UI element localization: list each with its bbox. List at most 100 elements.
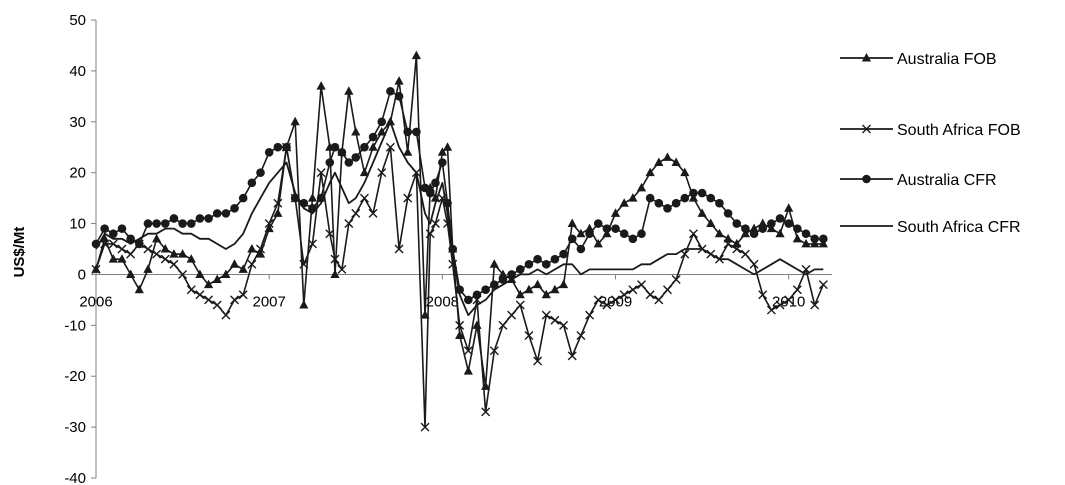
- data-point: [169, 214, 179, 223]
- data-point: [169, 259, 179, 269]
- data-point: [264, 148, 274, 157]
- y-axis-label: US$/Mt: [11, 227, 28, 278]
- data-point: [507, 270, 516, 279]
- data-point: [247, 259, 257, 269]
- data-point: [221, 269, 231, 278]
- data-point: [344, 219, 354, 229]
- data-point: [723, 209, 733, 218]
- data-point: [403, 147, 413, 156]
- data-point: [524, 331, 534, 341]
- data-point: [654, 198, 664, 208]
- data-point: [818, 280, 828, 290]
- data-point: [524, 259, 534, 269]
- data-point: [740, 228, 751, 238]
- data-point: [732, 238, 742, 248]
- data-point: [602, 300, 612, 310]
- data-point: [152, 249, 162, 259]
- data-point: [134, 239, 144, 249]
- data-point: [359, 193, 369, 203]
- data-point: [256, 244, 266, 254]
- data-point: [160, 244, 170, 253]
- data-point: [697, 188, 707, 198]
- data-point: [585, 229, 594, 239]
- data-point: [212, 209, 222, 218]
- data-point: [186, 254, 196, 263]
- data-point: [337, 264, 347, 274]
- data-point: [784, 295, 794, 305]
- data-point: [515, 265, 525, 274]
- series-line: [95, 54, 824, 388]
- y-tick-label: 0: [78, 266, 86, 283]
- data-point: [152, 233, 162, 243]
- data-point: [637, 229, 646, 239]
- data-point: [662, 285, 672, 295]
- data-point: [212, 274, 222, 284]
- series-4: [95, 120, 824, 317]
- data-point: [550, 254, 560, 264]
- data-point: [567, 218, 577, 228]
- data-point: [91, 264, 101, 274]
- data-point: [238, 193, 248, 203]
- data-point: [221, 310, 231, 320]
- data-point: [775, 228, 785, 238]
- data-point: [593, 219, 603, 228]
- data-point: [430, 193, 441, 202]
- data-point: [394, 244, 404, 254]
- data-point: [671, 157, 681, 166]
- y-tick-label: -10: [64, 317, 86, 334]
- data-point: [610, 208, 621, 217]
- data-point: [100, 239, 110, 249]
- data-point: [524, 284, 534, 294]
- data-point: [368, 142, 378, 151]
- data-point: [758, 290, 768, 300]
- data-point: [108, 239, 118, 249]
- data-point: [117, 244, 127, 254]
- data-point: [689, 188, 698, 198]
- data-point: [567, 351, 577, 361]
- data-point: [819, 234, 828, 244]
- data-point: [680, 193, 690, 203]
- data-point: [307, 193, 318, 202]
- data-point: [766, 223, 776, 233]
- data-point: [714, 228, 725, 238]
- data-point: [394, 92, 404, 101]
- data-point: [368, 132, 378, 142]
- x-axis: 2006 2007 2008 2009 2010: [79, 273, 832, 310]
- y-tick-label: 50: [69, 12, 86, 29]
- data-point: [195, 214, 205, 223]
- data-point: [368, 208, 378, 218]
- data-point: [567, 234, 577, 244]
- data-point: [178, 219, 187, 228]
- data-point: [541, 289, 551, 299]
- data-point: [299, 299, 309, 309]
- data-point: [455, 320, 465, 330]
- data-point: [732, 244, 742, 254]
- data-point: [602, 224, 612, 233]
- data-point: [152, 219, 161, 228]
- legend-marker: [862, 124, 871, 134]
- data-point: [619, 290, 629, 300]
- data-point: [247, 244, 257, 253]
- data-point: [126, 249, 136, 259]
- data-point: [204, 295, 214, 305]
- data-point: [472, 290, 482, 300]
- data-point: [425, 229, 435, 239]
- data-point: [593, 295, 603, 305]
- data-point: [533, 279, 543, 289]
- data-point: [108, 254, 118, 263]
- data-point: [307, 239, 317, 249]
- data-point: [195, 269, 205, 278]
- plot-area: [91, 50, 828, 432]
- data-point: [619, 198, 629, 207]
- data-point: [377, 117, 387, 127]
- data-point: [585, 310, 595, 320]
- data-point: [645, 193, 655, 203]
- data-point: [654, 295, 664, 305]
- data-point: [316, 168, 326, 178]
- data-point: [775, 300, 785, 310]
- data-point: [212, 300, 222, 310]
- data-point: [186, 219, 196, 228]
- data-point: [351, 153, 361, 162]
- data-point: [221, 209, 231, 218]
- data-point: [282, 142, 291, 152]
